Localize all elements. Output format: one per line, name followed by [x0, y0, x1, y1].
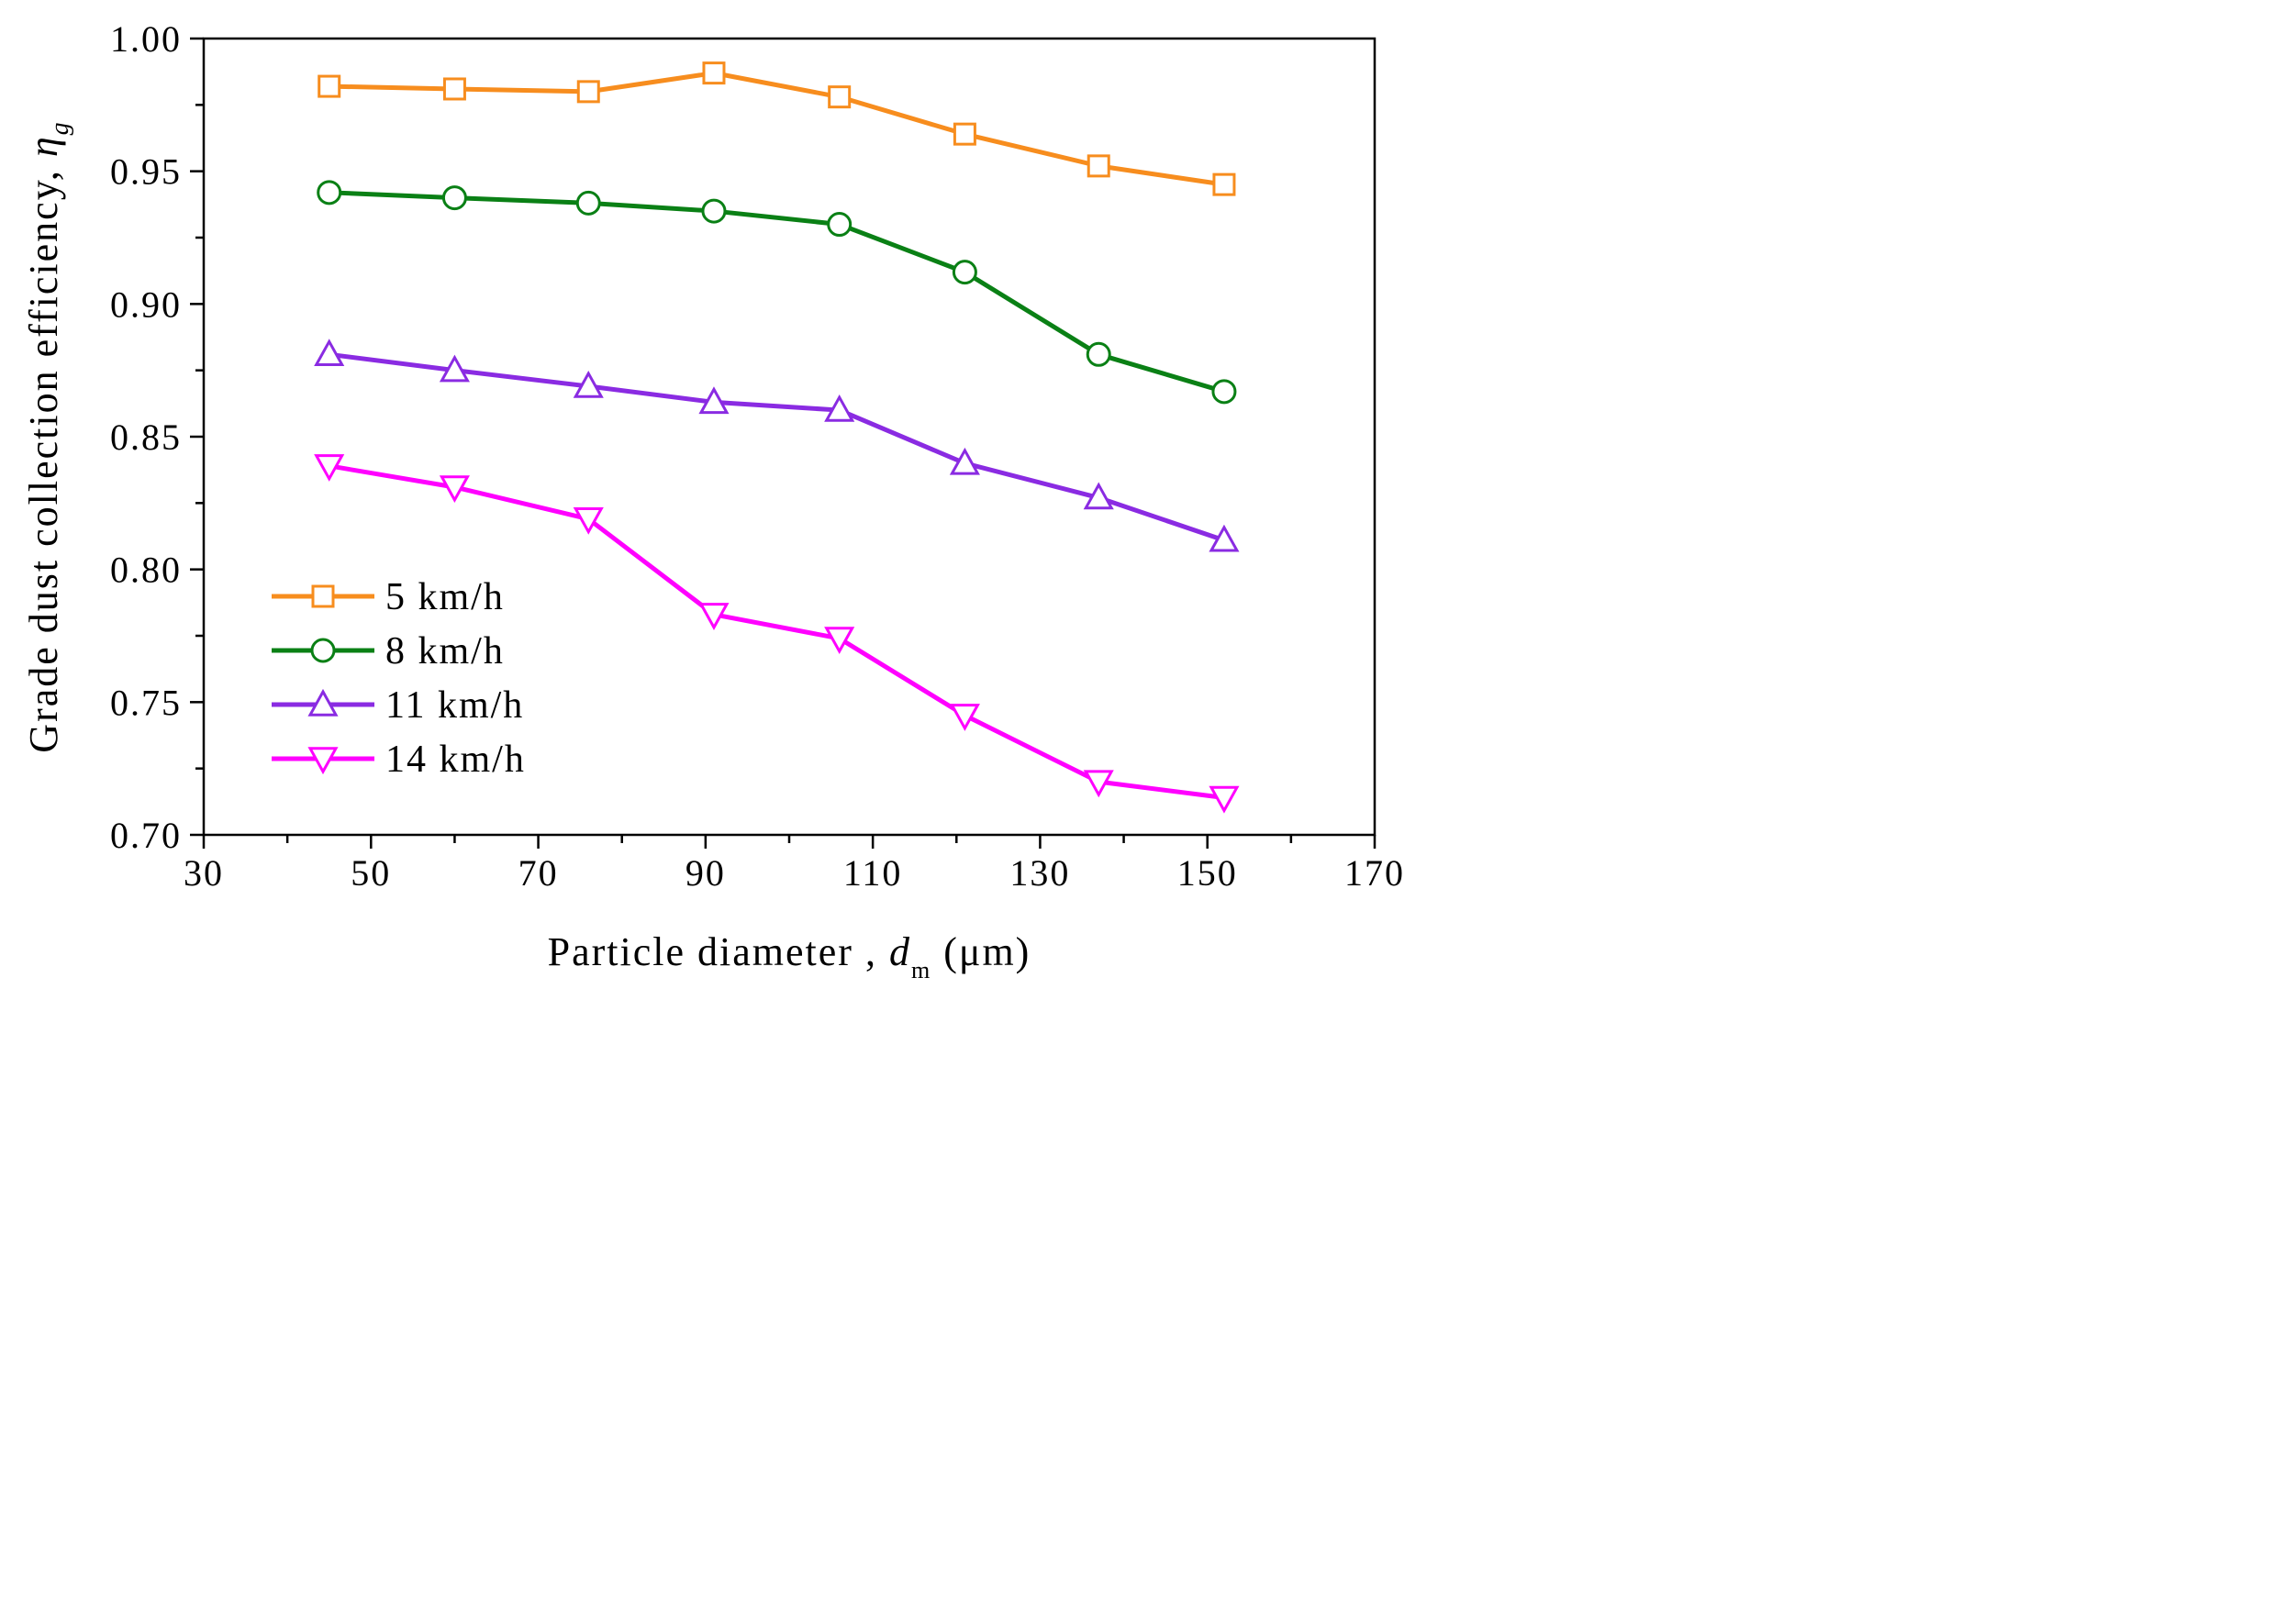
data-point — [698, 386, 730, 415]
legend-marker — [307, 688, 339, 717]
data-point — [442, 77, 466, 101]
series-14-km-h — [314, 454, 1240, 814]
data-point — [949, 447, 980, 475]
x-axis-title-unit: (μm) — [931, 929, 1031, 974]
series-line — [329, 351, 1225, 543]
data-point — [698, 603, 730, 630]
legend-label: 11 km/h — [385, 684, 524, 727]
x-tick-label: 150 — [1177, 852, 1238, 894]
series-line — [329, 71, 1225, 187]
series-line — [329, 190, 1225, 394]
legend-label: 14 km/h — [385, 739, 526, 781]
data-point — [953, 122, 976, 146]
x-tick-label: 50 — [351, 852, 391, 894]
y-tick-label: 0.90 — [110, 283, 182, 325]
data-point — [952, 260, 977, 285]
data-point — [949, 704, 980, 731]
data-point — [439, 475, 470, 504]
y-axis-title: Grade dust collection efficiency, ηg — [21, 120, 74, 752]
y-tick-label: 0.95 — [110, 151, 182, 193]
y-tick-label: 0.70 — [110, 815, 182, 856]
data-point — [314, 454, 345, 482]
data-point — [573, 370, 604, 398]
x-tick-label: 130 — [1009, 852, 1070, 894]
legend-item: 11 km/h — [272, 684, 524, 727]
legend-marker — [307, 747, 339, 775]
legend-item: 14 km/h — [272, 739, 526, 781]
legend-label: 8 km/h — [385, 630, 505, 672]
data-point — [575, 190, 601, 216]
y-tick-label: 0.80 — [110, 550, 182, 591]
y-tick-label: 0.75 — [110, 682, 182, 723]
x-axis-title-prefix: Particle diameter , — [548, 929, 889, 974]
y-tick-label: 1.00 — [110, 18, 182, 60]
data-point — [1083, 770, 1114, 798]
data-point — [573, 506, 604, 535]
data-point — [824, 394, 855, 422]
x-tick-label: 110 — [843, 852, 903, 894]
x-tick-label: 30 — [184, 852, 224, 894]
y-tick-label: 0.85 — [110, 417, 182, 458]
data-point — [1209, 785, 1240, 814]
legend-item: 5 km/h — [272, 576, 505, 618]
data-point — [1211, 379, 1237, 405]
x-tick-label: 90 — [685, 852, 726, 894]
series-11-km-h — [314, 339, 1240, 552]
data-point — [1212, 172, 1236, 196]
data-point — [828, 85, 852, 109]
legend-marker — [310, 638, 336, 663]
data-point — [317, 180, 342, 206]
data-point — [702, 61, 726, 85]
x-axis-title-symbol: d — [889, 929, 911, 974]
series-group — [314, 61, 1240, 814]
data-point — [314, 339, 345, 367]
data-point — [318, 74, 341, 98]
x-axis-title: Particle diameter , dm (μm) — [548, 929, 1031, 983]
series-5-km-h — [318, 61, 1236, 196]
series-8-km-h — [317, 180, 1237, 405]
y-axis-title-subscript: g — [46, 120, 74, 135]
axes: 30 50 70 90 110 130 150 170 0.70 0.75 0.80 0.85 0.90… — [110, 18, 1405, 894]
legend-item: 8 km/h — [272, 630, 505, 672]
legend-label: 5 km/h — [385, 576, 505, 618]
data-point — [824, 627, 855, 654]
y-axis-title-prefix: Grade dust collection efficiency, — [21, 157, 66, 753]
data-point — [576, 80, 600, 104]
data-point — [1083, 482, 1114, 510]
series-line — [329, 463, 1225, 800]
legend-marker — [311, 584, 335, 608]
x-tick-label: 170 — [1344, 852, 1405, 894]
data-point — [441, 185, 467, 211]
data-point — [439, 354, 470, 383]
y-axis-title-symbol: η — [21, 135, 66, 157]
data-point — [827, 212, 853, 238]
legend: 5 km/h 8 km/h 11 km/h 14 km/h — [272, 576, 526, 781]
data-point — [1087, 154, 1110, 178]
data-point — [701, 198, 727, 224]
x-axis-title-subscript: m — [911, 957, 931, 983]
x-tick-label: 70 — [518, 852, 559, 894]
data-point — [1209, 524, 1240, 552]
plot-frame — [202, 37, 1376, 837]
line-chart: 30 50 70 90 110 130 150 170 0.70 0.75 0.80 0.85 0.90… — [21, 18, 1405, 983]
data-point — [1086, 341, 1111, 367]
